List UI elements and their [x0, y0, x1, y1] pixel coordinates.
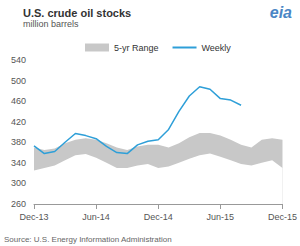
svg-text:460: 460	[11, 96, 26, 106]
svg-text:Dec-14: Dec-14	[144, 212, 173, 222]
svg-text:380: 380	[11, 137, 26, 147]
svg-text:260: 260	[11, 199, 26, 209]
svg-text:300: 300	[11, 178, 26, 188]
svg-text:Jun-15: Jun-15	[207, 212, 235, 222]
svg-text:5-yr Range: 5-yr Range	[114, 43, 159, 53]
svg-text:Dec-15: Dec-15	[268, 212, 297, 222]
svg-text:340: 340	[11, 158, 26, 168]
svg-text:eia: eia	[270, 4, 292, 21]
svg-text:540: 540	[11, 55, 26, 65]
svg-text:Dec-13: Dec-13	[19, 212, 48, 222]
svg-text:U.S. crude oil stocks: U.S. crude oil stocks	[23, 7, 131, 19]
svg-text:Jun-14: Jun-14	[82, 212, 110, 222]
svg-text:Weekly: Weekly	[202, 43, 232, 53]
svg-text:420: 420	[11, 117, 26, 127]
svg-text:500: 500	[11, 76, 26, 86]
svg-text:million barrels: million barrels	[23, 19, 79, 29]
svg-text:Source: U.S. Energy Informatio: Source: U.S. Energy Information Administ…	[4, 235, 172, 244]
